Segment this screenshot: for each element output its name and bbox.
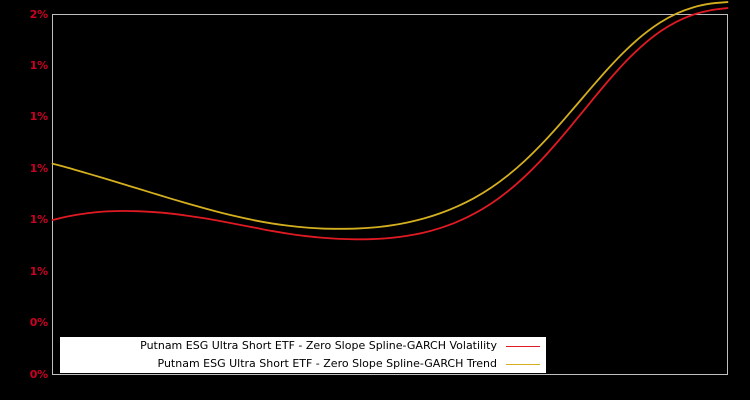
y-axis-tick-label: 1% <box>29 213 48 227</box>
y-axis-tick-label: 0% <box>29 367 48 381</box>
series-line-volatility <box>51 7 729 241</box>
plot-frame <box>52 14 728 375</box>
legend-entry[interactable]: Putnam ESG Ultra Short ETF - Zero Slope … <box>60 337 546 355</box>
legend-label: Putnam ESG Ultra Short ETF - Zero Slope … <box>140 339 497 352</box>
legend-entry[interactable]: Putnam ESG Ultra Short ETF - Zero Slope … <box>60 355 546 373</box>
legend-color-swatch <box>506 363 540 365</box>
y-axis-tick-label: 1% <box>29 110 48 124</box>
series-layer <box>51 1 729 241</box>
y-axis-tick-label: 1% <box>29 58 48 72</box>
y-axis-tick-labels: 2% 1% 1% 1% 1% 1% 0% 0% <box>0 0 48 400</box>
series-line-trend <box>51 1 729 230</box>
legend-color-swatch <box>506 345 540 347</box>
chart-legend[interactable]: Putnam ESG Ultra Short ETF - Zero Slope … <box>60 337 546 373</box>
y-axis-tick-label: 0% <box>29 316 48 330</box>
legend-label: Putnam ESG Ultra Short ETF - Zero Slope … <box>157 357 497 370</box>
y-axis-tick-label: 2% <box>29 7 48 21</box>
y-axis-tick-label: 1% <box>29 161 48 175</box>
y-axis-tick-label: 1% <box>29 264 48 278</box>
